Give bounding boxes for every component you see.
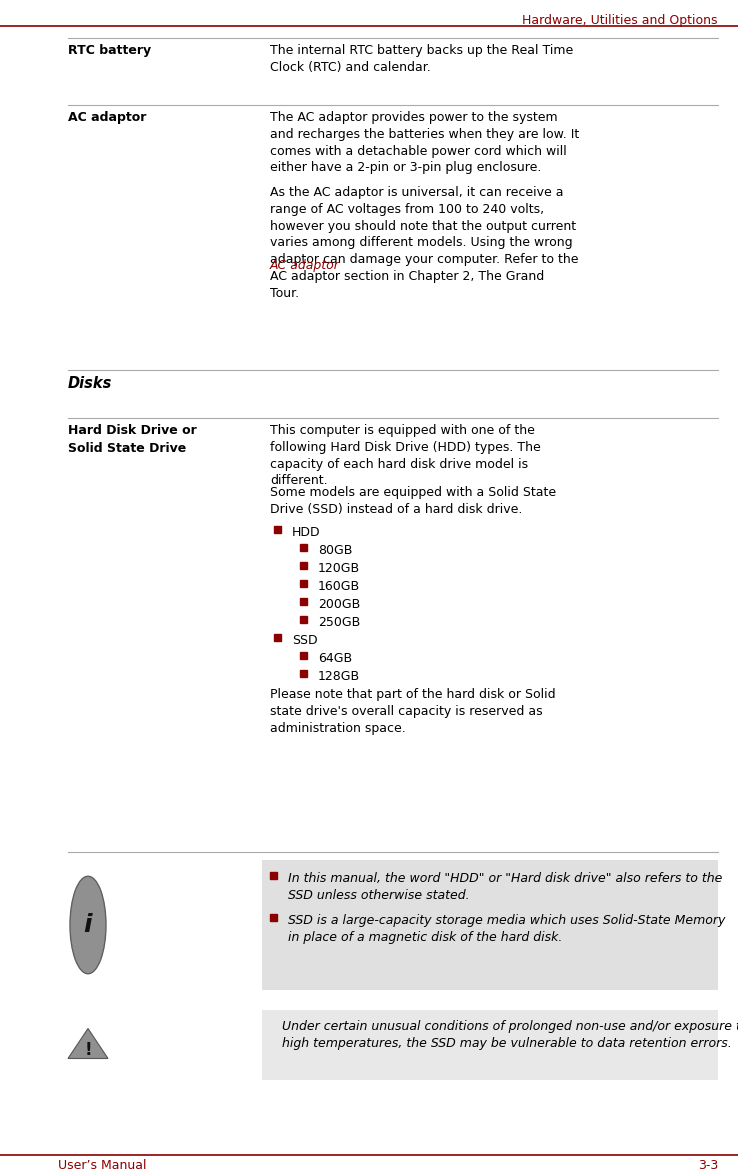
Text: AC adaptor: AC adaptor [270, 259, 340, 272]
Text: 3-3: 3-3 [697, 1159, 718, 1172]
Text: i: i [83, 913, 92, 936]
Text: 80GB: 80GB [318, 544, 352, 557]
Text: This computer is equipped with one of the
following Hard Disk Drive (HDD) types.: This computer is equipped with one of th… [270, 424, 541, 488]
Ellipse shape [70, 877, 106, 974]
Text: AC adaptor: AC adaptor [68, 111, 146, 124]
Text: The internal RTC battery backs up the Real Time
Clock (RTC) and calendar.: The internal RTC battery backs up the Re… [270, 45, 573, 74]
Text: Hard Disk Drive or
Solid State Drive: Hard Disk Drive or Solid State Drive [68, 424, 197, 455]
Text: The AC adaptor provides power to the system
and recharges the batteries when the: The AC adaptor provides power to the sys… [270, 111, 579, 175]
Text: 64GB: 64GB [318, 652, 352, 665]
FancyBboxPatch shape [300, 563, 307, 568]
Text: As the AC adaptor is universal, it can receive a
range of AC voltages from 100 t: As the AC adaptor is universal, it can r… [270, 186, 579, 300]
FancyBboxPatch shape [300, 598, 307, 605]
Text: HDD: HDD [292, 526, 320, 539]
FancyBboxPatch shape [300, 670, 307, 677]
Text: User’s Manual: User’s Manual [58, 1159, 147, 1172]
Text: 160GB: 160GB [318, 580, 360, 593]
FancyBboxPatch shape [300, 544, 307, 551]
FancyBboxPatch shape [300, 580, 307, 587]
Text: Under certain unusual conditions of prolonged non-use and/or exposure to
high te: Under certain unusual conditions of prol… [282, 1020, 738, 1050]
Text: RTC battery: RTC battery [68, 45, 151, 57]
FancyBboxPatch shape [270, 872, 277, 879]
Text: Disks: Disks [68, 376, 112, 391]
Text: Some models are equipped with a Solid State
Drive (SSD) instead of a hard disk d: Some models are equipped with a Solid St… [270, 486, 556, 516]
Text: Please note that part of the hard disk or Solid
state drive's overall capacity i: Please note that part of the hard disk o… [270, 688, 556, 735]
Text: 200GB: 200GB [318, 598, 360, 611]
Polygon shape [68, 1029, 108, 1058]
Text: SSD is a large-capacity storage media which uses Solid-State Memory
in place of : SSD is a large-capacity storage media wh… [288, 914, 725, 943]
FancyBboxPatch shape [262, 860, 718, 990]
Text: 250GB: 250GB [318, 616, 360, 629]
Text: SSD: SSD [292, 634, 317, 647]
FancyBboxPatch shape [300, 616, 307, 624]
FancyBboxPatch shape [262, 1010, 718, 1081]
FancyBboxPatch shape [274, 634, 281, 641]
FancyBboxPatch shape [270, 914, 277, 921]
Text: Hardware, Utilities and Options: Hardware, Utilities and Options [523, 14, 718, 27]
Text: In this manual, the word "HDD" or "Hard disk drive" also refers to the
SSD unles: In this manual, the word "HDD" or "Hard … [288, 872, 723, 901]
FancyBboxPatch shape [300, 652, 307, 659]
FancyBboxPatch shape [274, 526, 281, 533]
Text: 128GB: 128GB [318, 670, 360, 683]
Text: 120GB: 120GB [318, 563, 360, 575]
Text: !: ! [84, 1041, 92, 1059]
